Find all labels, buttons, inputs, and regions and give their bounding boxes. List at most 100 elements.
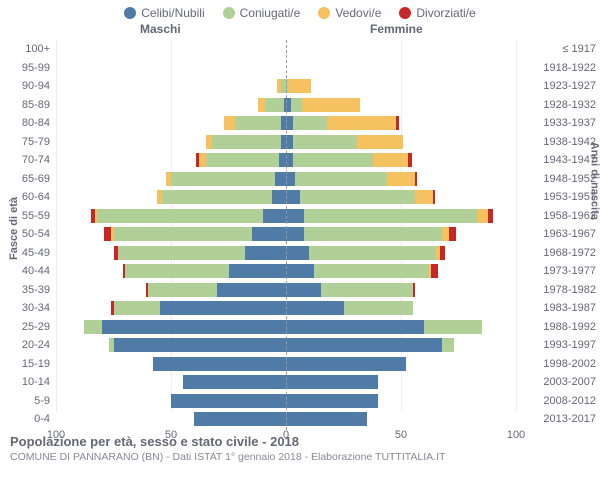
bar-segment [286,116,293,130]
age-label: 45-49 [0,247,56,259]
bar-segment [293,135,357,149]
bar-segment [286,227,304,241]
bar-segment [286,301,344,315]
bar-segment [194,412,286,426]
birth-year-label: 2003-2007 [516,376,600,388]
age-row: 20-24 1993-1997 [0,336,600,355]
age-label: 20-24 [0,339,56,351]
bar-male [123,264,286,278]
center-axis-line [286,40,287,430]
bar-segment [272,190,286,204]
age-row: 30-341983-1987 [0,299,600,318]
bar-male [104,227,286,241]
age-row: 85-891928-1932 [0,96,600,115]
bar-male [194,412,286,426]
bar-segment [286,264,314,278]
birth-year-label: 1988-1992 [516,321,600,333]
bar-segment [286,357,406,371]
age-row: 90-941923-1927 [0,77,600,96]
birth-year-label: ≤ 1917 [516,43,600,55]
bar-segment [114,227,252,241]
bar-segment [357,135,403,149]
legend-item: Divorziati/e [399,6,475,20]
birth-year-label: 1993-1997 [516,339,600,351]
bar-female [286,246,445,260]
bar-female [286,338,454,352]
birth-year-label: 1968-1972 [516,247,600,259]
x-tick-label: 50 [165,429,177,441]
birth-year-label: 1948-1952 [516,173,600,185]
legend-label: Coniugati/e [240,6,301,20]
age-row: 0-42013-2017 [0,410,600,429]
bar-male [224,116,286,130]
bar-segment [415,172,417,186]
age-row: 15-191998-2002 [0,355,600,374]
bar-segment [286,394,378,408]
bar-segment [114,301,160,315]
bar-female [286,394,378,408]
birth-year-label: 1953-1957 [516,191,600,203]
age-row: 70-741943-1947 [0,151,600,170]
bar-segment [291,98,303,112]
age-row: 95-991918-1922 [0,59,600,78]
age-row: 50-541963-1967 [0,225,600,244]
age-row: 25-29 1988-1992 [0,318,600,337]
bar-male [84,320,286,334]
birth-year-label: 1978-1982 [516,284,600,296]
bar-segment [293,153,374,167]
bar-segment [413,283,415,297]
age-row: 100+≤ 1917 [0,40,600,59]
bar-segment [286,320,424,334]
bar-segment [321,283,413,297]
bar-male [183,375,287,389]
x-tick-label: 50 [395,429,407,441]
bar-segment [387,172,415,186]
bar-segment [212,135,281,149]
bar-segment [217,283,286,297]
bar-male [277,79,286,93]
bar-female [286,283,415,297]
chart-container: Celibi/NubiliConiugati/eVedovi/eDivorzia… [0,0,600,500]
age-label: 25-29 [0,321,56,333]
bar-segment [97,209,263,223]
bar-male [166,172,286,186]
bar-segment [125,264,229,278]
bar-segment [431,264,438,278]
bar-segment [295,172,387,186]
legend-item: Celibi/Nubili [124,6,204,20]
bar-segment [304,209,477,223]
bar-male [111,301,286,315]
bar-male [258,98,286,112]
age-label: 85-89 [0,99,56,111]
x-tick-label: 100 [507,429,525,441]
bar-segment [440,246,445,260]
age-row: 35-391978-1982 [0,281,600,300]
bar-segment [286,283,321,297]
legend: Celibi/NubiliConiugati/eVedovi/eDivorzia… [0,0,600,22]
birth-year-label: 1923-1927 [516,80,600,92]
birth-year-label: 1943-1947 [516,154,600,166]
bar-segment [102,320,286,334]
age-label: 10-14 [0,376,56,388]
bar-segment [118,246,245,260]
bar-segment [235,116,281,130]
age-row: 40-441973-1977 [0,262,600,281]
bar-segment [309,246,436,260]
bar-segment [293,116,328,130]
bar-segment [199,153,206,167]
birth-year-label: 1973-1977 [516,265,600,277]
bar-segment [415,190,433,204]
legend-dot [223,7,235,19]
pyramid-chart: Fasce di età Anni di nascita 100+≤ 19179… [0,40,600,430]
age-label: 80-84 [0,117,56,129]
chart-subtitle: COMUNE DI PANNARANO (BN) - Dati ISTAT 1°… [10,449,590,463]
bar-female [286,412,367,426]
bar-segment [488,209,493,223]
bar-segment [442,227,449,241]
bar-segment [286,338,442,352]
age-row: 60-641953-1957 [0,188,600,207]
bar-segment [286,135,293,149]
x-tick-label: 100 [47,429,65,441]
bar-segment [300,190,415,204]
bar-segment [304,227,442,241]
